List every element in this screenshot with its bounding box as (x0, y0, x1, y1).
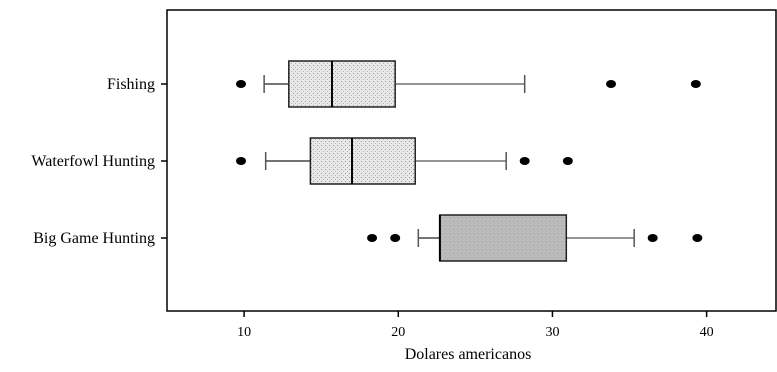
outlier-point (367, 234, 378, 242)
box-waterfowl-hunting (236, 137, 573, 185)
outlier-point (606, 80, 617, 88)
box-fishing (236, 60, 701, 108)
outlier-point (236, 157, 247, 165)
box-big-game-hunting (367, 214, 703, 262)
outlier-point (390, 234, 401, 242)
category-label: Waterfowl Hunting (31, 153, 155, 170)
box-iqr (309, 137, 416, 185)
y-axis-ticks (161, 83, 167, 239)
x-tick-label: 10 (237, 325, 251, 340)
boxes (236, 60, 703, 262)
category-labels: Fishing Waterfowl Hunting Big Game Hunting (31, 76, 155, 247)
outlier-point (519, 157, 530, 165)
box-iqr (288, 60, 396, 108)
x-tick-label: 40 (700, 325, 714, 340)
box-iqr (439, 214, 568, 262)
outlier-point (562, 157, 573, 165)
x-axis-ticks: 10 20 30 40 (237, 311, 714, 340)
x-axis-title: Dolares americanos (405, 346, 532, 363)
outlier-point (647, 234, 658, 242)
outlier-point (692, 234, 703, 242)
outlier-point (690, 80, 701, 88)
x-tick-label: 20 (391, 325, 405, 340)
category-label: Fishing (107, 76, 155, 93)
x-tick-label: 30 (545, 325, 559, 340)
outlier-point (236, 80, 247, 88)
category-label: Big Game Hunting (33, 230, 155, 247)
